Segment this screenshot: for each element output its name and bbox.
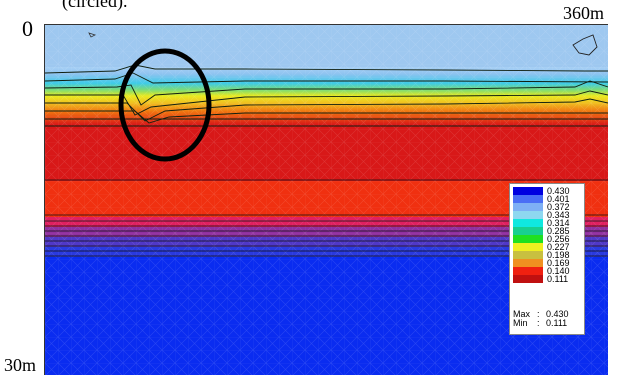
legend-row: 0.430 [513, 186, 583, 196]
color-legend: 0.430 0.401 0.372 0.343 0.314 0.285 0.25… [509, 183, 585, 335]
legend-swatch [513, 259, 543, 267]
depth-label: 30m [4, 355, 37, 375]
legend-row: 0.140 [513, 266, 583, 276]
boundary-shape [572, 34, 598, 56]
legend-row: 0.401 [513, 194, 583, 204]
min-colon: : [537, 318, 540, 328]
legend-swatch [513, 219, 543, 227]
legend-swatch [513, 251, 543, 259]
legend-value: 0.227 [547, 242, 570, 252]
legend-swatch [513, 211, 543, 219]
legend-swatch [513, 203, 543, 211]
legend-swatch [513, 187, 543, 195]
legend-row: 0.256 [513, 234, 583, 244]
legend-row: 0.111 [513, 274, 583, 284]
legend-value: 0.256 [547, 234, 570, 244]
contour-lines-upper [45, 64, 608, 127]
legend-row: 0.372 [513, 202, 583, 212]
max-colon: : [537, 309, 540, 319]
legend-value: 0.140 [547, 266, 570, 276]
legend-swatch [513, 275, 543, 283]
legend-value: 0.198 [547, 250, 570, 260]
legend-value: 0.430 [547, 186, 570, 196]
legend-value: 0.169 [547, 258, 570, 268]
max-label: Max [513, 309, 531, 319]
legend-swatch [513, 227, 543, 235]
width-label: 360m [563, 3, 605, 23]
legend-swatch [513, 235, 543, 243]
legend-row: 0.285 [513, 226, 583, 236]
legend-row: 0.198 [513, 250, 583, 260]
legend-value: 0.314 [547, 218, 570, 228]
origin-label: 0 [22, 16, 33, 41]
legend-value: 0.111 [547, 274, 569, 284]
legend-value: 0.343 [547, 210, 570, 220]
legend-value: 0.372 [547, 202, 570, 212]
legend-row: 0.227 [513, 242, 583, 252]
legend-swatch [513, 267, 543, 275]
legend-value: 0.285 [547, 226, 570, 236]
legend-value: 0.401 [547, 194, 570, 204]
legend-row: 0.314 [513, 218, 583, 228]
legend-min: Min : 0.111 [513, 318, 583, 328]
min-value: 0.111 [546, 318, 568, 328]
highlight-circle [118, 48, 212, 162]
legend-row: 0.169 [513, 258, 583, 268]
legend-swatch [513, 243, 543, 251]
max-value: 0.430 [546, 309, 569, 319]
figure-caption: (circled). [62, 0, 128, 11]
legend-max: Max : 0.430 [513, 309, 583, 319]
legend-row: 0.343 [513, 210, 583, 220]
min-label: Min [513, 318, 528, 328]
legend-swatch [513, 195, 543, 203]
